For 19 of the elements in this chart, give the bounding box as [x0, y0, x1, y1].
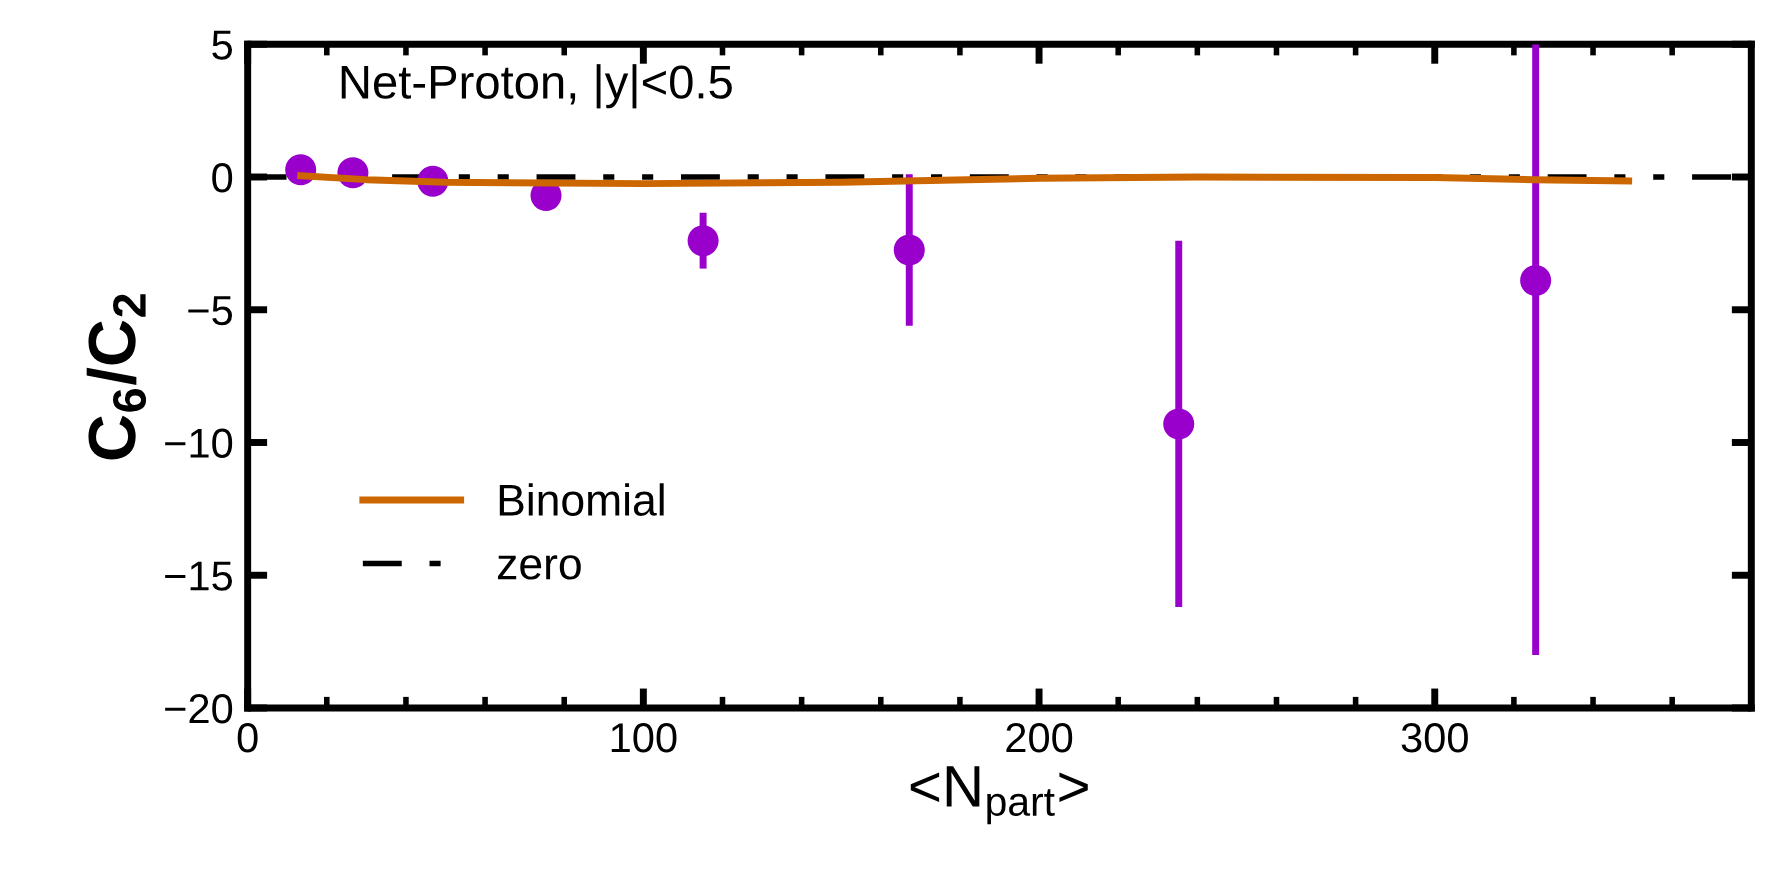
legend-label: zero: [497, 555, 581, 580]
y-tick-label: 5: [212, 30, 233, 60]
x-tick-label: 100: [611, 722, 677, 753]
point: [1163, 408, 1195, 440]
legend-label: Binomial: [499, 483, 664, 516]
point: [687, 225, 719, 257]
y-tick-label: −5: [188, 296, 233, 326]
x-tick-label: 0: [237, 722, 258, 753]
y-tick-label: −10: [165, 428, 233, 459]
x-tick-label: 200: [1006, 722, 1073, 753]
y-tick-label: −20: [165, 694, 233, 724]
annotation: Net-Proton, |y|<0.5: [341, 64, 732, 109]
x-axis-title: <N$_{part}$>: [910, 766, 1088, 825]
y-axis-title: C$_{6}$/C$_{2}$: [86, 294, 147, 460]
point: [1520, 265, 1552, 297]
point: [893, 234, 925, 266]
x-tick-label: 300: [1401, 722, 1468, 753]
y-tick-label: −15: [165, 561, 233, 591]
y-tick-label: 0: [212, 163, 233, 193]
